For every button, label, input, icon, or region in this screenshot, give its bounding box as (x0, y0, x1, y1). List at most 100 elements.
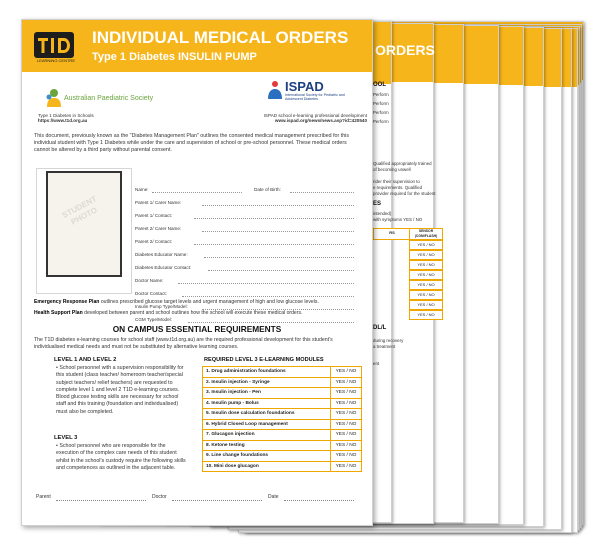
module-row: 5. Insulin dose calculation foundations Y… (202, 409, 362, 420)
module-row: 9. Line change foundations YES / NO (202, 451, 362, 462)
aps-caption: Type 1 Diabetes in Schools https://www.t1… (38, 113, 94, 124)
back-yes-no: YES / NO (409, 280, 443, 290)
doctor-label: Doctor Name: (135, 278, 164, 283)
doctor-field[interactable] (178, 283, 354, 284)
module-yes-no[interactable]: YES / NO (335, 442, 357, 448)
requirements-title: ON CAMPUS ESSENTIAL REQUIREMENTS (112, 324, 282, 334)
ispad-name: ISPAD (285, 79, 324, 94)
back-page-title: ORDERS (375, 42, 435, 58)
back-section-title: OOL (373, 82, 386, 88)
back-text: e requirements. Qualified (373, 185, 423, 190)
parent2-contact-label: Parent 2/ Contact: (135, 239, 173, 244)
educator-label: Diabetes Educator Name: (135, 252, 188, 257)
aps-logo-icon (46, 89, 61, 107)
back-yes-no: YES / NO (409, 270, 443, 280)
document-subtitle: Type 1 Diabetes INSULIN PUMP (92, 51, 257, 63)
photo-frame (36, 168, 132, 294)
module-yes-no[interactable]: YES / NO (335, 453, 357, 458)
health-plan-note: Health Support Plan developed between pa… (34, 310, 303, 316)
module-row: 7. Glucagon injection YES / NO (202, 430, 362, 441)
aps-name: Australian Paediatric Society (64, 95, 154, 102)
back-yes-no: YES / NO (409, 260, 443, 270)
back-perform: Perform (373, 101, 389, 106)
module-row: 6. Hybrid Closed Loop management YES / NO (202, 419, 362, 430)
module-row: 1. Drug administration foundations YES / … (202, 366, 362, 378)
cgm-label: CGM Type/Model: (135, 317, 172, 322)
module-row: 3. Insulin injection - Pen YES / NO (202, 388, 362, 399)
module-yes-no[interactable]: YES / NO (335, 411, 357, 416)
parent2-label: Parent 2/ Carer Name: (135, 226, 182, 231)
modules-title: REQUIRED LEVEL 3 E-LEARNING MODULES (204, 357, 324, 363)
parent1-contact-field[interactable] (194, 218, 354, 219)
t1d-logo-icon (34, 32, 74, 58)
module-yes-no[interactable]: YES / NO (335, 369, 357, 374)
module-row: 8. Ketone testing YES / NO (202, 440, 362, 451)
pump-field[interactable] (202, 309, 354, 310)
parent2-contact-field[interactable] (194, 244, 354, 245)
doctor-signature-label: Doctor (152, 494, 167, 500)
parent1-label: Parent 1/ Carer Name: (135, 200, 182, 205)
level3-text: • School personnel who are responsible f… (56, 443, 186, 471)
parent2-field[interactable] (202, 231, 354, 232)
back-perform: Perform (373, 119, 389, 124)
parent1-field[interactable] (202, 205, 354, 206)
doctor-contact-field[interactable] (182, 296, 354, 297)
back-yes-no: YES / NO (409, 290, 443, 300)
name-field[interactable] (152, 192, 242, 193)
back-text: a treatment (373, 344, 396, 349)
dob-label: Date of Birth: (254, 187, 281, 192)
ispad-caption: ISPAD school e-learning professional dev… (263, 113, 367, 124)
intro-paragraph: This document, previously known as the "… (34, 133, 349, 153)
header-bar (22, 20, 372, 72)
educator-contact-field[interactable] (208, 270, 354, 271)
emergency-plan-note: Emergency Response Plan outlines prescri… (34, 299, 319, 305)
module-yes-no[interactable]: YES / NO (335, 421, 357, 427)
back-yes-no: YES / NO (409, 310, 443, 320)
dob-field[interactable] (290, 192, 354, 193)
date-field[interactable] (284, 500, 354, 501)
ispad-subtitle: International Society for Pediatric and … (285, 93, 345, 101)
ispad-url[interactable]: www.ispad.org/news/news.asp?id=420540 (274, 118, 367, 124)
modules-table: 1. Drug administration foundations YES / … (202, 366, 362, 472)
date-label: Date (268, 494, 279, 500)
requirements-intro: The T1D diabetes e-learning courses for … (34, 337, 333, 350)
parent-signature-field[interactable] (56, 500, 146, 501)
name-label: Name: (135, 187, 149, 192)
educator-field[interactable] (204, 257, 354, 258)
module-yes-no[interactable]: YES / NO (335, 432, 357, 437)
back-yes-no: YES / NO (409, 250, 443, 260)
module-yes-no[interactable]: YES / NO (335, 390, 357, 395)
back-text: during recovery (373, 338, 404, 343)
back-perform: Perform (373, 92, 389, 97)
educator-contact-label: Diabetes Educator Contact: (135, 265, 192, 270)
back-yes-no: YES / NO (409, 300, 443, 310)
cgm-field[interactable] (188, 322, 354, 323)
level3-title: LEVEL 3 (54, 435, 78, 441)
back-text: intended) (373, 211, 392, 216)
module-row: 10. Mini dose glucagon YES / NO (202, 461, 362, 472)
module-yes-no[interactable]: YES / NO (335, 463, 357, 469)
back-text: Qualified appropriately trained (373, 161, 432, 166)
back-text: ent (373, 361, 380, 366)
level12-text: • School personnel with a supervision re… (56, 365, 184, 415)
back-perform: Perform (373, 110, 389, 115)
back-text: provider required for the student (373, 191, 436, 196)
doctor-contact-label: Doctor Contact: (135, 291, 167, 296)
doctor-signature-field[interactable] (172, 500, 262, 501)
module-yes-no[interactable]: YES / NO (335, 400, 357, 406)
level12-title: LEVEL 1 AND LEVEL 2 (54, 357, 117, 363)
module-yes-no[interactable]: YES / NO (335, 379, 357, 385)
back-table-header: SENSOR (CGM/FLASH) (409, 228, 443, 240)
back-text: DL/L (373, 325, 387, 331)
front-sheet: LEARNING CENTRE INDIVIDUAL MEDICAL ORDER… (21, 19, 373, 526)
ispad-logo-icon (268, 81, 282, 99)
student-photo-placeholder[interactable] (46, 171, 122, 277)
back-es: ES (373, 201, 382, 207)
parent1-contact-label: Parent 1/ Contact: (135, 213, 173, 218)
aps-url[interactable]: https://www.t1d.org.au (38, 118, 88, 124)
back-text: of becoming unwell (373, 167, 411, 172)
logo-subtext: LEARNING CENTRE (36, 58, 75, 63)
back-table-header: RS (373, 228, 411, 240)
back-yes-no: YES / NO (409, 240, 443, 250)
